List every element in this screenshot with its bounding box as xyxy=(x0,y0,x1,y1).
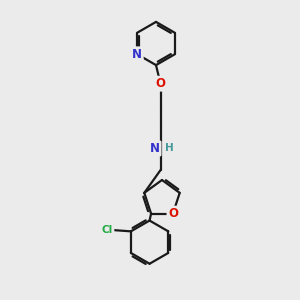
Text: O: O xyxy=(155,77,166,90)
Text: N: N xyxy=(150,142,160,155)
Text: N: N xyxy=(132,48,142,61)
Text: H: H xyxy=(165,142,174,153)
Text: O: O xyxy=(168,207,178,220)
Text: Cl: Cl xyxy=(102,225,113,235)
